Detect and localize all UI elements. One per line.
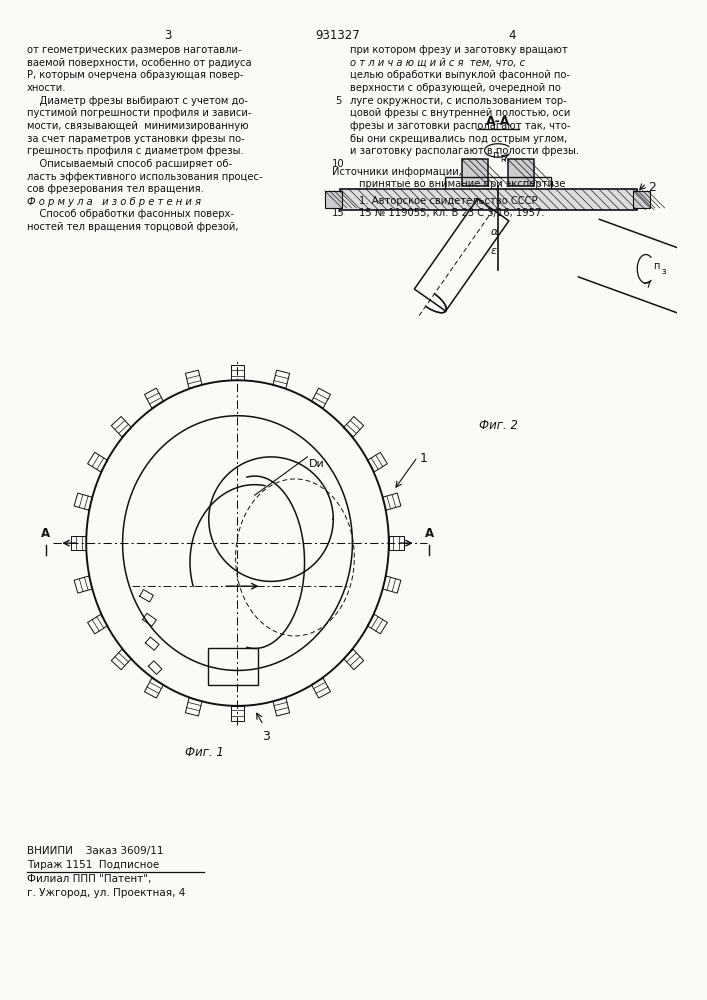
Text: хности.: хности. xyxy=(27,83,66,93)
Text: α: α xyxy=(491,227,498,237)
Text: 4: 4 xyxy=(508,29,516,42)
Text: Р, которым очерчена образующая повер-: Р, которым очерчена образующая повер- xyxy=(27,70,243,80)
Text: 2: 2 xyxy=(648,181,656,194)
Text: Ф о р м у л а   и з о б р е т е н и я: Ф о р м у л а и з о б р е т е н и я xyxy=(27,197,201,207)
Text: о т л и ч а ю щ и й с я  тем, что, с: о т л и ч а ю щ и й с я тем, что, с xyxy=(349,58,525,68)
Text: Dи: Dи xyxy=(310,459,325,469)
Text: от геометрических размеров наготавли-: от геометрических размеров наготавли- xyxy=(27,45,241,55)
Text: ваемой поверхности, особенно от радиуса: ваемой поверхности, особенно от радиуса xyxy=(27,58,252,68)
Text: целью обработки выпуклой фасонной по-: целью обработки выпуклой фасонной по- xyxy=(349,70,570,80)
Text: грешность профиля с диаметром фрезы.: грешность профиля с диаметром фрезы. xyxy=(27,146,244,156)
Text: Источники информации,: Источники информации, xyxy=(332,167,462,177)
Text: сов фрезерования тел вращения.: сов фрезерования тел вращения. xyxy=(27,184,204,194)
Text: Диаметр фрезы выбирают с учетом до-: Диаметр фрезы выбирают с учетом до- xyxy=(27,96,248,106)
Text: верхности с образующей, очередной по: верхности с образующей, очередной по xyxy=(349,83,561,93)
Text: 1. Авторское свидетельство СССР: 1. Авторское свидетельство СССР xyxy=(359,196,537,206)
Text: 15 № 119055, кл. В 23 С 3/16, 1957.: 15 № 119055, кл. В 23 С 3/16, 1957. xyxy=(359,208,545,218)
Text: при котором фрезу и заготовку вращают: при котором фрезу и заготовку вращают xyxy=(349,45,567,55)
Text: 10: 10 xyxy=(332,159,344,169)
Text: з: з xyxy=(661,267,666,276)
Bar xyxy=(208,648,257,685)
Bar xyxy=(325,191,342,208)
Text: 5: 5 xyxy=(335,96,341,106)
Text: г. Ужгород, ул. Проектная, 4: г. Ужгород, ул. Проектная, 4 xyxy=(27,888,185,898)
Text: за счет параметров установки фрезы по-: за счет параметров установки фрезы по- xyxy=(27,134,245,144)
Text: и заготовку располагают в полости фрезы.: и заготовку располагают в полости фрезы. xyxy=(349,146,578,156)
Text: Описываемый способ расширяет об-: Описываемый способ расширяет об- xyxy=(27,159,232,169)
Text: пустимой погрешности профиля и зависи-: пустимой погрешности профиля и зависи- xyxy=(27,108,251,118)
Text: Фиг. 1: Фиг. 1 xyxy=(185,746,223,759)
Text: п: п xyxy=(653,261,660,271)
Text: бы они скрещивались под острым углом,: бы они скрещивались под острым углом, xyxy=(349,134,567,144)
Text: Тираж 1151  Подписное: Тираж 1151 Подписное xyxy=(27,860,159,870)
Text: мости, связывающей  минимизированную: мости, связывающей минимизированную xyxy=(27,121,248,131)
Text: 15: 15 xyxy=(332,208,344,218)
Text: A: A xyxy=(424,527,433,540)
Text: 3: 3 xyxy=(164,29,171,42)
Text: фрезы и заготовки располагают так, что-: фрезы и заготовки располагают так, что- xyxy=(349,121,570,131)
Text: ласть эффективного использования процес-: ласть эффективного использования процес- xyxy=(27,172,262,182)
Text: ностей тел вращения торцовой фрезой,: ностей тел вращения торцовой фрезой, xyxy=(27,222,238,232)
Text: ВНИИПИ    Заказ 3609/11: ВНИИПИ Заказ 3609/11 xyxy=(27,846,163,856)
Text: 3: 3 xyxy=(262,730,270,743)
Text: 931327: 931327 xyxy=(316,29,361,42)
Text: н: н xyxy=(500,155,506,164)
Text: A: A xyxy=(42,527,50,540)
Text: принятые во внимание при экспертизе: принятые во внимание при экспертизе xyxy=(359,179,566,189)
Bar xyxy=(445,177,551,189)
Text: цовой фрезы с внутренней полостью, оси: цовой фрезы с внутренней полостью, оси xyxy=(349,108,570,118)
Bar xyxy=(340,189,637,210)
Bar xyxy=(462,159,489,186)
Text: А-А: А-А xyxy=(486,115,510,128)
Text: ε: ε xyxy=(491,246,496,256)
Text: луге окружности, с использованием тор-: луге окружности, с использованием тор- xyxy=(349,96,566,106)
Text: п: п xyxy=(492,150,498,160)
Bar xyxy=(633,191,650,208)
Text: Филиал ППП "Патент",: Филиал ППП "Патент", xyxy=(27,874,151,884)
Bar xyxy=(508,159,534,186)
Text: Способ обработки фасонных поверх-: Способ обработки фасонных поверх- xyxy=(27,209,234,219)
Text: Фиг. 2: Фиг. 2 xyxy=(479,419,518,432)
Text: 1: 1 xyxy=(419,452,427,465)
